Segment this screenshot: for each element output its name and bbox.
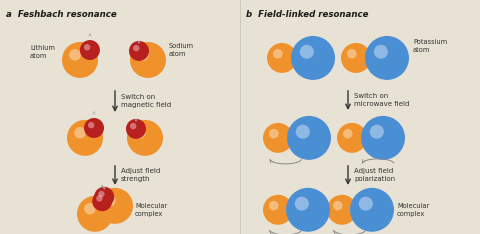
Circle shape	[287, 116, 331, 160]
Circle shape	[84, 118, 104, 138]
Circle shape	[84, 44, 90, 51]
Circle shape	[267, 43, 297, 73]
Circle shape	[80, 40, 100, 60]
Text: a  Feshbach resonance: a Feshbach resonance	[6, 10, 117, 19]
Circle shape	[295, 197, 309, 211]
Circle shape	[88, 122, 95, 128]
Circle shape	[94, 187, 114, 207]
Circle shape	[333, 201, 343, 210]
Circle shape	[361, 116, 405, 160]
Circle shape	[92, 191, 112, 211]
Circle shape	[350, 188, 394, 232]
Circle shape	[341, 43, 371, 73]
Circle shape	[347, 49, 357, 58]
Circle shape	[130, 123, 136, 129]
Circle shape	[370, 125, 384, 139]
Circle shape	[127, 120, 163, 156]
Circle shape	[98, 191, 105, 197]
Circle shape	[327, 195, 357, 225]
Text: Adjust field
strength: Adjust field strength	[121, 168, 160, 182]
Circle shape	[129, 41, 149, 61]
Circle shape	[84, 203, 96, 215]
Text: Molecular
complex: Molecular complex	[397, 203, 429, 216]
Circle shape	[134, 127, 146, 139]
Circle shape	[365, 36, 409, 80]
Circle shape	[269, 129, 278, 139]
Circle shape	[359, 197, 373, 211]
Circle shape	[69, 49, 81, 61]
Circle shape	[343, 129, 353, 139]
Circle shape	[263, 195, 293, 225]
Text: Sodium
atom: Sodium atom	[169, 43, 194, 57]
Text: Lithium
atom: Lithium atom	[30, 45, 55, 59]
Circle shape	[133, 45, 139, 51]
Circle shape	[97, 188, 133, 224]
Text: Switch on
magnetic field: Switch on magnetic field	[121, 94, 171, 108]
Circle shape	[273, 49, 283, 58]
Circle shape	[263, 123, 293, 153]
Circle shape	[137, 49, 149, 61]
Circle shape	[286, 188, 330, 232]
Circle shape	[126, 119, 146, 139]
Circle shape	[296, 125, 310, 139]
Circle shape	[67, 120, 103, 156]
Circle shape	[74, 127, 86, 139]
Circle shape	[300, 45, 314, 59]
Circle shape	[96, 195, 103, 202]
Circle shape	[104, 195, 116, 207]
Circle shape	[62, 42, 98, 78]
Circle shape	[77, 196, 113, 232]
Circle shape	[337, 123, 367, 153]
Circle shape	[130, 42, 166, 78]
Text: Potassium
atom: Potassium atom	[413, 39, 447, 53]
Circle shape	[291, 36, 335, 80]
Text: Adjust field
polarization: Adjust field polarization	[354, 168, 395, 182]
Circle shape	[374, 45, 388, 59]
Text: b  Field-linked resonance: b Field-linked resonance	[246, 10, 369, 19]
Text: Molecular
complex: Molecular complex	[135, 203, 167, 216]
Text: Switch on
microwave field: Switch on microwave field	[354, 93, 409, 107]
Circle shape	[269, 201, 278, 210]
